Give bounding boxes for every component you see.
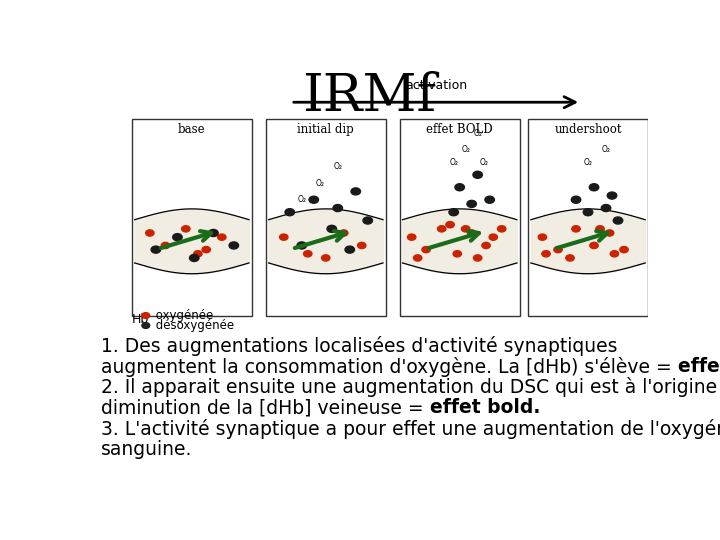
- Text: Hb: Hb: [132, 313, 149, 326]
- Circle shape: [297, 242, 307, 249]
- Circle shape: [189, 254, 199, 261]
- Circle shape: [572, 226, 580, 232]
- Text: augmentent la consommation d'oxygène. La [dHb) s'élève =: augmentent la consommation d'oxygène. La…: [101, 357, 678, 377]
- Circle shape: [322, 255, 330, 261]
- Text: oxygénée: oxygénée: [152, 309, 213, 322]
- Circle shape: [181, 226, 190, 232]
- Circle shape: [217, 234, 226, 240]
- Circle shape: [309, 196, 318, 203]
- Circle shape: [606, 230, 613, 236]
- Circle shape: [566, 255, 575, 261]
- Text: O₂: O₂: [315, 179, 324, 187]
- Circle shape: [446, 221, 454, 228]
- Circle shape: [589, 184, 599, 191]
- Text: O₂: O₂: [449, 158, 458, 167]
- Circle shape: [467, 230, 476, 236]
- Circle shape: [151, 246, 161, 253]
- Circle shape: [462, 226, 470, 232]
- Circle shape: [498, 226, 506, 232]
- Text: 2. Il apparait ensuite une augmentation du DSC qui est à l'origine d'une: 2. Il apparait ensuite une augmentation …: [101, 377, 720, 397]
- Text: effet bold.: effet bold.: [430, 399, 540, 417]
- Text: activation: activation: [405, 79, 467, 92]
- Circle shape: [209, 230, 218, 237]
- Circle shape: [485, 196, 495, 203]
- Circle shape: [173, 234, 182, 241]
- Circle shape: [474, 255, 482, 261]
- Circle shape: [590, 242, 598, 248]
- Circle shape: [345, 246, 354, 253]
- Text: O₂: O₂: [601, 145, 611, 154]
- Circle shape: [613, 217, 623, 224]
- Circle shape: [229, 242, 238, 249]
- Circle shape: [583, 208, 593, 216]
- Text: O₂: O₂: [480, 158, 488, 167]
- Circle shape: [304, 251, 312, 257]
- Text: effet dip.: effet dip.: [678, 357, 720, 376]
- Circle shape: [542, 251, 550, 257]
- Circle shape: [142, 313, 150, 319]
- Circle shape: [161, 242, 170, 248]
- Text: sanguine.: sanguine.: [101, 440, 192, 459]
- Circle shape: [449, 208, 459, 216]
- Text: O₂: O₂: [462, 145, 470, 154]
- Text: 3. L'activité synaptique a pour effet une augmentation de l'oxygénation: 3. L'activité synaptique a pour effet un…: [101, 419, 720, 439]
- Text: O₂: O₂: [583, 158, 593, 167]
- Circle shape: [607, 192, 617, 199]
- Text: désoxygénée: désoxygénée: [152, 319, 234, 332]
- Circle shape: [351, 188, 361, 195]
- Circle shape: [202, 246, 210, 253]
- Circle shape: [473, 171, 482, 178]
- Text: O₂: O₂: [333, 162, 342, 171]
- Circle shape: [620, 246, 628, 253]
- Circle shape: [285, 208, 294, 216]
- Bar: [528, 119, 648, 316]
- Circle shape: [489, 234, 498, 240]
- Text: base: base: [178, 123, 206, 136]
- Circle shape: [358, 242, 366, 248]
- Bar: [266, 119, 386, 316]
- Circle shape: [453, 251, 462, 257]
- Text: diminution de la [dHb] veineuse =: diminution de la [dHb] veineuse =: [101, 399, 430, 417]
- Text: undershoot: undershoot: [554, 123, 622, 136]
- Circle shape: [340, 230, 348, 236]
- Bar: [400, 119, 520, 316]
- Circle shape: [363, 217, 372, 224]
- Circle shape: [194, 251, 202, 257]
- Circle shape: [327, 225, 336, 232]
- Circle shape: [333, 205, 343, 212]
- Circle shape: [455, 184, 464, 191]
- Text: initial dip: initial dip: [297, 123, 354, 136]
- Circle shape: [438, 226, 446, 232]
- Circle shape: [145, 230, 154, 236]
- Circle shape: [408, 234, 416, 240]
- Circle shape: [611, 251, 618, 257]
- Circle shape: [601, 205, 611, 212]
- Circle shape: [467, 200, 477, 207]
- Circle shape: [596, 226, 604, 232]
- Circle shape: [413, 255, 422, 261]
- Text: effet BOLD: effet BOLD: [426, 123, 493, 136]
- Circle shape: [571, 196, 581, 203]
- Text: O₂: O₂: [297, 195, 306, 204]
- Text: O₂: O₂: [473, 129, 482, 138]
- Text: 1. Des augmentations localisées d'activité synaptiques: 1. Des augmentations localisées d'activi…: [101, 336, 618, 356]
- Circle shape: [482, 242, 490, 248]
- Circle shape: [422, 246, 431, 253]
- Text: IRMf: IRMf: [302, 71, 436, 122]
- Circle shape: [142, 322, 150, 328]
- Circle shape: [554, 246, 562, 253]
- Circle shape: [279, 234, 288, 240]
- Bar: [132, 119, 252, 316]
- Circle shape: [539, 234, 546, 240]
